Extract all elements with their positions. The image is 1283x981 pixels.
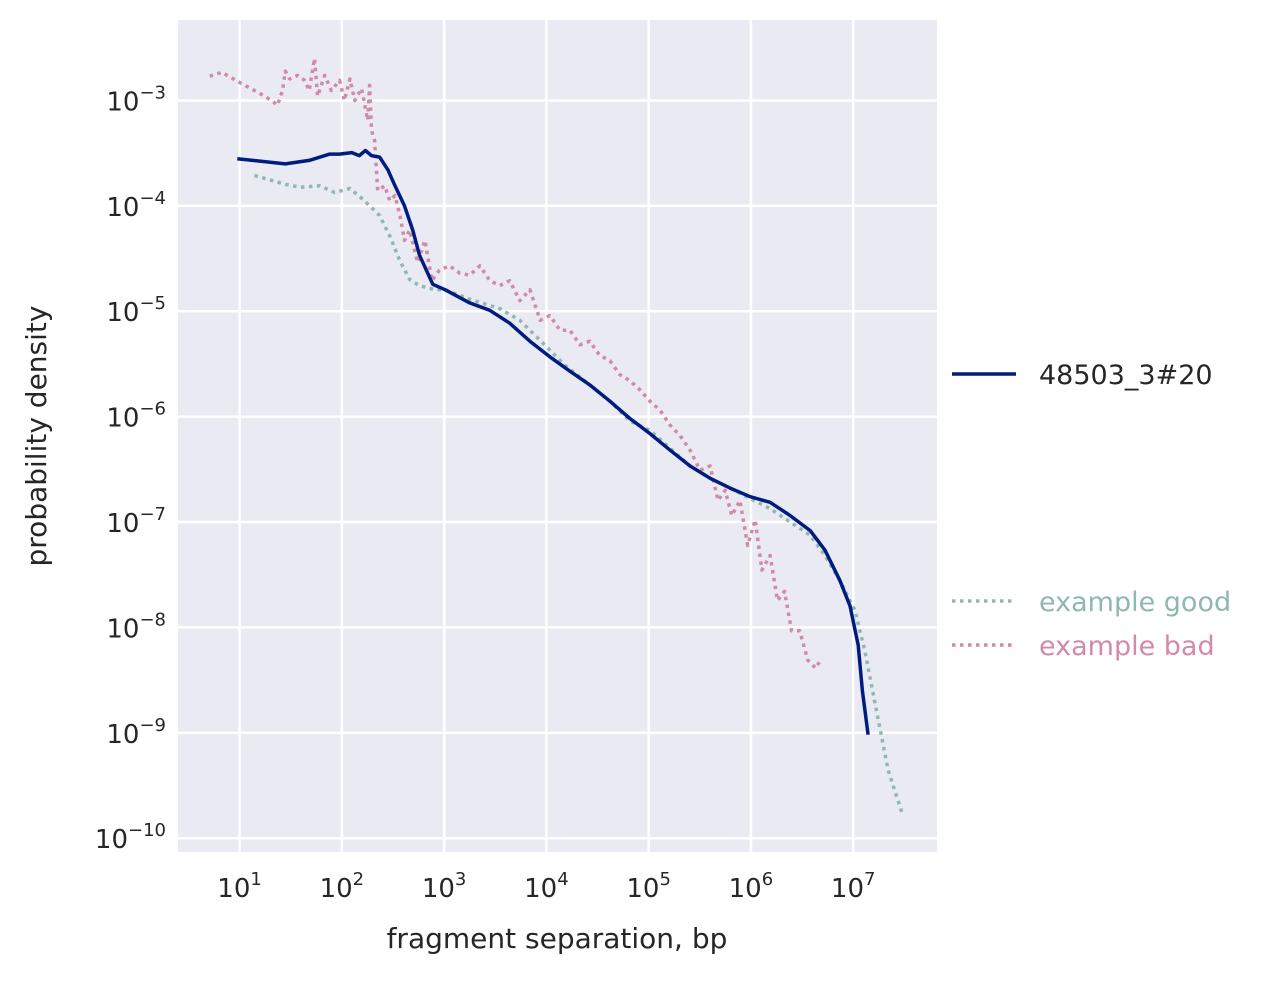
x-tick-label: 102	[320, 869, 365, 904]
y-tick-label: 10−8	[106, 609, 166, 644]
x-tick-label: 106	[729, 869, 774, 904]
series-line-48503-3-20	[237, 148, 870, 735]
y-axis-label: probability density	[20, 306, 53, 567]
y-tick-label: 10−6	[106, 399, 166, 434]
x-tick-label: 101	[217, 869, 262, 904]
plot-background	[178, 20, 937, 852]
legend-label-good: example good	[1039, 587, 1231, 618]
y-tick-label: 10−7	[106, 504, 166, 539]
y-tick-labels: 10−3 10−4 10−5 10−6 10−7 10−8 10−9 10−10	[95, 82, 166, 855]
y-tick-label: 10−3	[106, 82, 166, 117]
x-tick-label: 105	[626, 869, 671, 904]
legend-examples: example good example bad	[952, 587, 1231, 662]
series-line-example-good	[254, 173, 904, 814]
y-tick-label: 10−9	[106, 715, 166, 750]
legend-label-48503: 48503_3#20	[1039, 360, 1213, 391]
x-tick-label: 107	[831, 869, 876, 904]
grid	[178, 20, 937, 852]
legend-label-bad: example bad	[1039, 631, 1215, 662]
x-tick-labels: 101 102 103 104 105 106 107	[217, 869, 875, 904]
x-tick-label: 104	[524, 869, 569, 904]
legend-primary: 48503_3#20	[952, 360, 1213, 391]
y-tick-label: 10−4	[106, 188, 166, 223]
x-tick-label: 103	[422, 869, 467, 904]
y-tick-label: 10−10	[95, 820, 166, 855]
series-lines	[209, 56, 904, 814]
x-axis-label: fragment separation, bp	[387, 922, 728, 955]
y-tick-label: 10−5	[106, 293, 166, 328]
